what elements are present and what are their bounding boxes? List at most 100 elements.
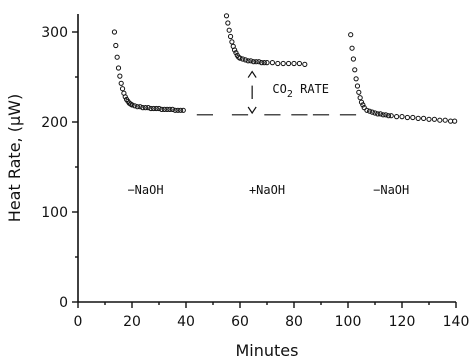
data-point (142, 105, 149, 111)
data-point (421, 115, 427, 122)
data-point (248, 58, 254, 64)
data-point (404, 114, 410, 121)
data-point (364, 107, 370, 113)
data-point (350, 56, 356, 62)
data-point (119, 86, 126, 92)
data-point (385, 113, 392, 119)
data-point (115, 65, 122, 71)
data-point (410, 114, 416, 121)
annotation-label: −NaOH (373, 183, 409, 197)
data-point (431, 116, 437, 122)
data-point (175, 107, 181, 113)
data-point (353, 76, 359, 82)
ticks: 0 20 40 60 80 100 120 140 0 100 200 300 Minutes Heat … (5, 25, 469, 360)
data-point (232, 47, 238, 53)
data-point (352, 67, 358, 73)
data-point (117, 73, 123, 79)
annotation-label: −NaOH (127, 183, 163, 197)
data-point (129, 102, 135, 108)
data-point (137, 104, 143, 110)
data-point (269, 60, 275, 66)
data-point (164, 106, 170, 113)
data-point (223, 13, 230, 19)
data-point (156, 105, 162, 112)
data-point (388, 113, 394, 119)
data-point (358, 99, 365, 105)
data-point (113, 42, 119, 49)
x-tick-label: 60 (231, 314, 249, 330)
annotation-text: CO (272, 82, 286, 96)
data-point (259, 60, 265, 66)
y-tick-label: 300 (41, 25, 68, 41)
data-point (114, 54, 120, 60)
data-point (134, 104, 140, 110)
x-tick-label: 140 (443, 314, 469, 330)
data-point (361, 105, 367, 111)
data-point (383, 112, 389, 118)
data-point (375, 111, 381, 117)
annotation-label: +NaOH (249, 183, 285, 197)
data-point (237, 55, 243, 61)
data-point (354, 83, 361, 89)
data-point (348, 32, 354, 38)
data-point (122, 94, 128, 100)
data-point (380, 112, 386, 118)
data-point (360, 102, 366, 108)
x-tick-label: 100 (335, 314, 362, 330)
bracket-arrow-down (247, 106, 257, 115)
data-point (245, 58, 251, 64)
data-point (145, 105, 151, 111)
data-point (225, 20, 231, 26)
data-point (349, 45, 355, 51)
data-point (275, 60, 281, 67)
data-point (172, 107, 178, 113)
data-point (148, 105, 154, 112)
data-point (302, 61, 308, 68)
x-tick-label: 120 (389, 314, 416, 330)
axes (77, 14, 456, 303)
data-point (167, 106, 173, 113)
x-tick-label: 0 (74, 314, 83, 330)
data-point (437, 117, 443, 123)
data-point (153, 105, 159, 112)
data-point (169, 106, 176, 113)
data-point (111, 29, 118, 35)
data-points (111, 13, 458, 124)
data-point (426, 116, 432, 122)
annotation-suffix: RATE (293, 82, 329, 96)
y-tick-label: 200 (41, 115, 68, 131)
data-point (140, 105, 146, 111)
data-point (180, 107, 186, 113)
data-point (178, 107, 184, 113)
data-point (226, 27, 232, 33)
data-point (369, 109, 375, 115)
data-point (452, 118, 458, 124)
y-tick-label: 0 (59, 295, 68, 311)
data-point (399, 114, 405, 120)
data-point (415, 115, 421, 122)
x-axis-title: Minutes (236, 341, 299, 360)
y-axis-title: Heat Rate, (μW) (5, 94, 24, 222)
x-tick-label: 40 (177, 314, 195, 330)
data-point (159, 106, 165, 113)
x-tick-label: 80 (285, 314, 303, 330)
data-point (151, 105, 157, 112)
x-tick-label: 20 (123, 314, 141, 330)
data-point (256, 59, 262, 65)
data-point (233, 50, 239, 56)
data-point (377, 111, 383, 117)
co2-bracket (247, 70, 257, 115)
annotation-subscript: 2 (287, 89, 293, 100)
data-point (240, 56, 246, 62)
data-point (286, 60, 292, 67)
data-point (161, 106, 167, 113)
data-point (261, 60, 267, 66)
data-point (250, 59, 257, 65)
data-point (356, 89, 362, 95)
data-point (227, 33, 234, 40)
data-point (357, 95, 363, 101)
data-point (132, 103, 138, 109)
data-point (253, 59, 259, 65)
